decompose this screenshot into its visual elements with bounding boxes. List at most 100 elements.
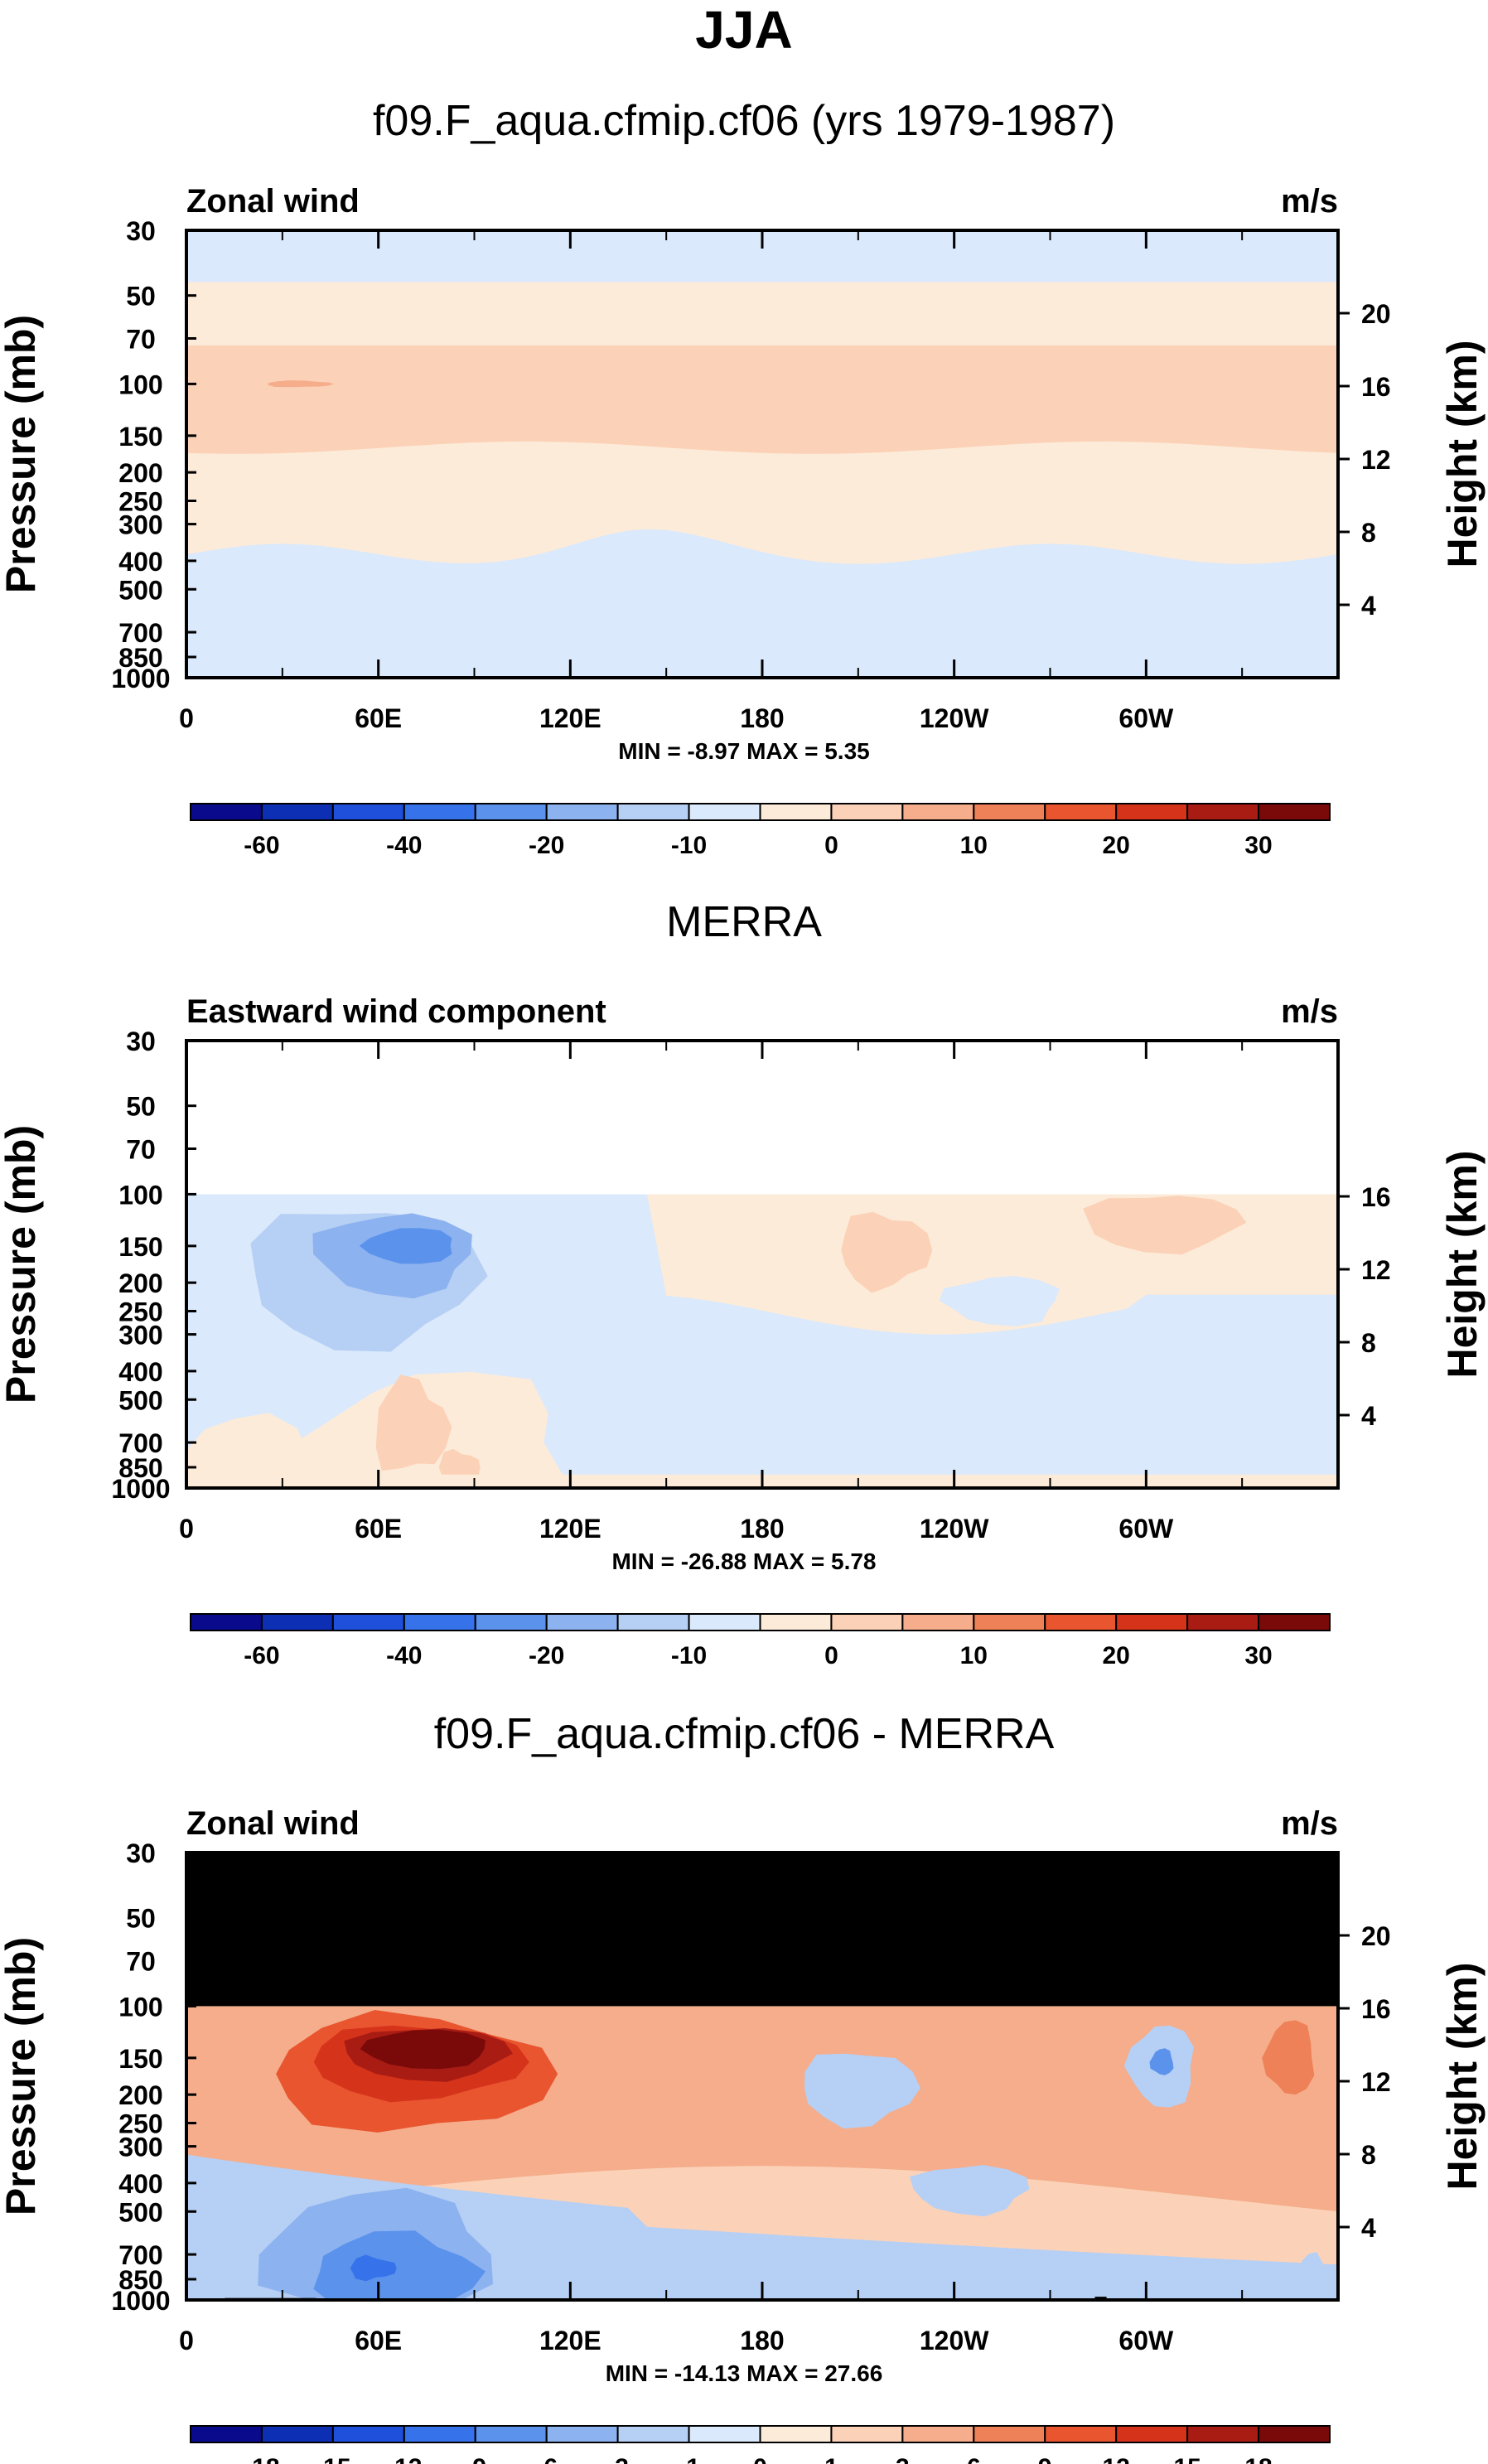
colorbar-box <box>474 1613 548 1631</box>
colorbar-label: 3 <box>896 2454 910 2464</box>
colorbar-label: 9 <box>1038 2454 1052 2464</box>
negative-cell <box>804 2053 920 2129</box>
x-tick-label: 60E <box>355 703 402 733</box>
negative-core <box>1149 2048 1174 2075</box>
colorbar-label: 20 <box>1103 832 1130 859</box>
jet-core <box>359 1228 452 1264</box>
colorbar-label: 0 <box>824 832 838 859</box>
colorbar-box <box>688 2425 761 2443</box>
y-tick-label: 850 <box>118 1453 162 1483</box>
y-tick-label: 150 <box>118 1232 162 1262</box>
positive-cell <box>1262 2020 1315 2095</box>
y-tick-label: 70 <box>126 1134 156 1164</box>
colorbar-label: 1 <box>824 2454 838 2464</box>
colorbar-label: -3 <box>606 2454 629 2464</box>
y-tick-label: 70 <box>126 1946 156 1976</box>
y-tick-label: 200 <box>118 2080 162 2110</box>
x-tick-label: 120W <box>920 2326 989 2355</box>
colorbar-label: -40 <box>386 1642 422 1669</box>
y-tick-label: 150 <box>118 2044 162 2074</box>
colorbar-box <box>260 803 334 821</box>
y-tick-label: 500 <box>118 2197 162 2227</box>
panel-title: MERRA <box>666 898 822 946</box>
y-tick-label: 150 <box>118 422 162 452</box>
positive-cell <box>841 1211 933 1293</box>
colorbar-box <box>1115 2425 1189 2443</box>
negative-minimum <box>350 2254 397 2282</box>
y-tick-label: 250 <box>118 1297 162 1327</box>
positive-maximum <box>360 2029 486 2070</box>
colorbar-box <box>403 803 476 821</box>
min-max-stats: MIN = -8.97 MAX = 5.35 <box>618 738 869 764</box>
x-tick-label: 0 <box>179 1514 194 1544</box>
local-max <box>267 380 334 388</box>
height-tick-label: 16 <box>1361 1182 1391 1212</box>
y-tick-label: 300 <box>118 510 162 540</box>
height-tick-label: 12 <box>1361 445 1391 475</box>
height-tick-label: 12 <box>1361 1255 1391 1285</box>
height-tick-label: 16 <box>1361 1994 1391 2024</box>
y-tick-label: 1000 <box>111 2286 170 2316</box>
colorbar-box <box>403 1613 476 1631</box>
y-tick-label: 50 <box>126 282 156 312</box>
y-tick-label: 400 <box>118 2169 162 2199</box>
colorbar-label: -18 <box>244 2454 279 2464</box>
colorbar-box <box>190 803 263 821</box>
colorbar-box <box>1186 2425 1260 2443</box>
height-tick-label: 8 <box>1361 2140 1376 2170</box>
negative-cell <box>939 1276 1060 1326</box>
right-string: m/s <box>1281 993 1338 1030</box>
colorbar-box <box>901 803 975 821</box>
colorbar-label: -6 <box>535 2454 558 2464</box>
left-string: Eastward wind component <box>186 993 606 1030</box>
height-tick-label: 12 <box>1361 2067 1391 2097</box>
colorbar-box <box>1115 1613 1189 1631</box>
colorbar-label: 6 <box>967 2454 981 2464</box>
x-tick-label: 180 <box>740 703 784 733</box>
colorbar-box <box>616 2425 690 2443</box>
colorbar-label: -40 <box>386 832 422 859</box>
y-tick-label: 100 <box>118 1992 162 2022</box>
colorbar-label: 15 <box>1173 2454 1201 2464</box>
colorbar-box <box>688 803 761 821</box>
colorbar-box <box>759 2425 833 2443</box>
colorbar-box <box>474 2425 548 2443</box>
y-tick-label: 250 <box>118 2109 162 2139</box>
colorbar-label: -9 <box>464 2454 486 2464</box>
x-tick-label: 120W <box>920 703 989 733</box>
panel-difference-zonal-wind: f09.F_aqua.cfmip.cf06 - MERRA Zonal wind m… <box>0 1710 1486 2464</box>
panel-title: f09.F_aqua.cfmip.cf06 - MERRA <box>434 1710 1055 1758</box>
y-tick-label: 50 <box>126 1092 156 1122</box>
colorbar-box <box>616 1613 690 1631</box>
colorbar-label: 18 <box>1244 2454 1272 2464</box>
y-tick-label: 100 <box>118 1180 162 1210</box>
colorbar-label: -60 <box>244 1642 279 1669</box>
colorbar-label: -10 <box>671 1642 707 1669</box>
colorbar-label: 10 <box>960 1642 988 1669</box>
y-tick-label: 700 <box>118 2240 162 2270</box>
x-tick-label: 60W <box>1118 1514 1174 1544</box>
y-axis-label-right: Height (km) <box>1439 1151 1486 1379</box>
colorbar-box <box>1115 803 1189 821</box>
colorbar-box <box>331 803 405 821</box>
colorbar-label: -20 <box>529 1642 564 1669</box>
x-tick-label: 0 <box>179 2326 194 2355</box>
panel-merra-eastward-wind: MERRA Eastward wind component m/s Pressure … <box>0 898 1486 1669</box>
left-string: Zonal wind <box>186 183 360 220</box>
height-tick-label: 20 <box>1361 299 1391 329</box>
y-tick-label: 30 <box>126 1838 156 1868</box>
colorbar-box <box>190 1613 263 1631</box>
x-tick-label: 60W <box>1118 2326 1174 2355</box>
y-tick-label: 300 <box>118 2133 162 2162</box>
y-tick-label: 400 <box>118 1357 162 1387</box>
colorbar-label: 30 <box>1244 832 1272 859</box>
y-axis-label: Pressure (mb) <box>0 1125 44 1404</box>
heatmap-fill <box>186 230 1338 678</box>
colorbar-box <box>190 2425 263 2443</box>
colorbar-box <box>973 2425 1046 2443</box>
colorbar-box <box>545 803 619 821</box>
colorbar-box <box>260 1613 334 1631</box>
y-axis-label-right: Height (km) <box>1439 1963 1486 2191</box>
colorbar-box <box>759 1613 833 1631</box>
colorbar-box <box>545 2425 619 2443</box>
